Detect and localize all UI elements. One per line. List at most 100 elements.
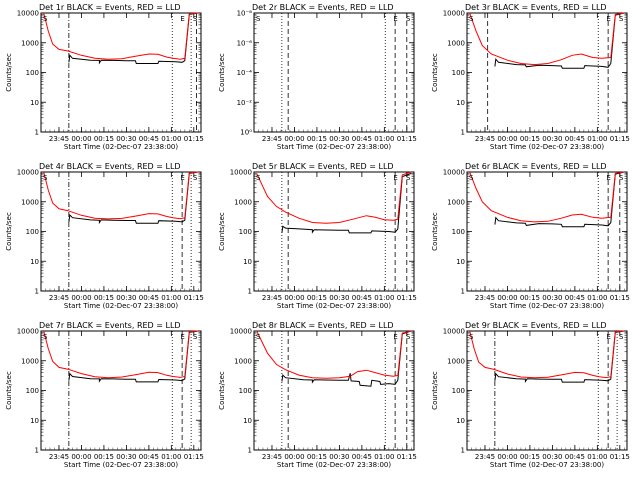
start-marker: S — [469, 15, 474, 23]
start-marker: S — [43, 174, 48, 182]
y-tick-label: 10 — [243, 258, 252, 266]
y-tick-label: 100 — [26, 228, 39, 236]
panel-title: Det 5r BLACK = Events, RED = LLD — [252, 162, 394, 171]
x-tick-label: 23:45 — [475, 135, 495, 143]
x-tick-label: 23:45 — [475, 453, 495, 461]
y-tick-label: 10⁻⁶ — [237, 39, 253, 47]
x-axis-label: Start Time (02-Dec-07 23:38:00) — [64, 461, 178, 469]
x-tick-label: 00:00 — [71, 294, 91, 302]
start-marker: S — [43, 333, 48, 341]
y-tick-label: 10000 — [443, 169, 465, 177]
x-tick-label: 00:00 — [497, 294, 517, 302]
x-tick-label: 00:45 — [139, 453, 159, 461]
y-tick-label: 10 — [243, 417, 252, 425]
y-axis-label: Counts/sec — [5, 212, 13, 251]
end-marker: E — [180, 174, 184, 182]
y-tick-label: 1 — [461, 288, 465, 296]
lld-series-line — [43, 330, 199, 379]
x-tick-label: 00:30 — [116, 294, 136, 302]
y-tick-label: 10 — [30, 417, 39, 425]
start-marker: S — [256, 333, 261, 341]
saa-marker: S — [193, 333, 198, 341]
y-tick-label: 100 — [26, 69, 39, 77]
start-marker: S — [43, 15, 48, 23]
y-axis-label: Counts/sec — [218, 371, 226, 410]
saa-marker: S — [619, 174, 624, 182]
panel-det-8r: Det 8r BLACK = Events, RED = LLD 1 10 100 10… — [218, 321, 417, 469]
x-tick-label: 00:00 — [284, 294, 304, 302]
x-tick-label: 23:45 — [262, 135, 282, 143]
panel-title: Det 6r BLACK = Events, RED = LLD — [465, 162, 607, 171]
y-axis-label: Counts/sec — [218, 53, 226, 92]
y-tick-label: 10 — [30, 258, 39, 266]
end-marker: E — [393, 333, 397, 341]
y-tick-label: 100 — [452, 228, 465, 236]
plot-frame — [466, 330, 628, 451]
lld-series-line — [469, 330, 625, 379]
x-tick-label: 23:45 — [49, 135, 69, 143]
x-tick-label: 00:15 — [307, 453, 327, 461]
lld-series-line — [43, 12, 199, 60]
x-tick-label: 00:15 — [307, 294, 327, 302]
y-tick-label: 10000 — [443, 328, 465, 336]
x-tick-label: 00:15 — [94, 453, 114, 461]
saa-marker: S — [193, 15, 198, 23]
start-marker: S — [256, 174, 261, 182]
saa-marker: S — [406, 333, 411, 341]
saa-marker: S — [193, 174, 198, 182]
x-tick-label: 01:00 — [587, 453, 607, 461]
x-tick-label: 01:15 — [397, 453, 417, 461]
y-tick-label: 100 — [239, 387, 252, 395]
x-tick-label: 00:00 — [284, 453, 304, 461]
x-tick-label: 00:30 — [329, 135, 349, 143]
y-tick-label: 10000 — [230, 328, 252, 336]
panel-det-7r: Det 7r BLACK = Events, RED = LLD 1 10 100 10… — [5, 321, 204, 469]
x-tick-label: 00:45 — [352, 453, 372, 461]
x-tick-label: 23:45 — [49, 294, 69, 302]
y-tick-label: 10 — [456, 417, 465, 425]
y-tick-label: 1000 — [21, 357, 39, 365]
x-axis-label: Start Time (02-Dec-07 23:38:00) — [490, 461, 604, 469]
x-tick-label: 00:30 — [542, 135, 562, 143]
y-tick-label: 1000 — [21, 39, 39, 47]
end-marker: E — [180, 15, 184, 23]
y-tick-label: 100 — [452, 69, 465, 77]
x-tick-label: 01:15 — [184, 453, 204, 461]
start-marker: S — [469, 333, 474, 341]
x-tick-label: 00:30 — [542, 453, 562, 461]
plot-frame — [40, 12, 202, 133]
x-tick-label: 01:00 — [161, 294, 181, 302]
x-tick-label: 00:00 — [497, 453, 517, 461]
y-axis-label: Counts/sec — [5, 371, 13, 410]
end-marker: E — [393, 15, 397, 23]
events-series-line — [281, 330, 412, 387]
x-tick-label: 00:15 — [94, 135, 114, 143]
panel-det-6r: Det 6r BLACK = Events, RED = LLD 1 10 100 10… — [431, 162, 630, 310]
plot-frame — [40, 171, 202, 292]
x-axis-label: Start Time (02-Dec-07 23:38:00) — [277, 461, 391, 469]
panel-det-3r: Det 3r BLACK = Events, RED = LLD 1 10 100 10… — [431, 3, 630, 151]
events-series-line — [68, 171, 199, 225]
y-axis-label: Counts/sec — [218, 212, 226, 251]
x-tick-label: 01:00 — [587, 135, 607, 143]
panel-det-1r: Det 1r BLACK = Events, RED = LLD 1 10 100 10… — [5, 3, 204, 151]
x-tick-label: 00:30 — [116, 453, 136, 461]
x-tick-label: 00:45 — [139, 135, 159, 143]
lld-series-line — [256, 330, 412, 379]
events-series-line — [494, 330, 625, 384]
end-marker: E — [606, 333, 610, 341]
panel-det-4r: Det 4r BLACK = Events, RED = LLD 1 10 100 10… — [5, 162, 204, 310]
y-tick-label: 10 — [456, 258, 465, 266]
x-tick-label: 00:00 — [71, 135, 91, 143]
y-tick-label: 1000 — [447, 198, 465, 206]
x-tick-label: 00:30 — [116, 135, 136, 143]
x-tick-label: 00:15 — [520, 294, 540, 302]
y-tick-label: 10⁻² — [237, 99, 253, 107]
events-series-line — [494, 12, 625, 69]
x-tick-label: 00:15 — [307, 135, 327, 143]
plot-frame — [466, 171, 628, 292]
events-series-line — [494, 171, 625, 228]
y-axis-label: Counts/sec — [431, 53, 439, 92]
y-tick-label: 1 — [461, 447, 465, 455]
